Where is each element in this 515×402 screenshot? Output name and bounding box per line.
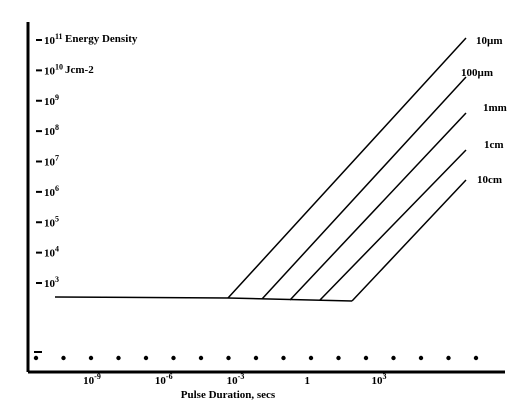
axis-dot: [171, 355, 176, 361]
axis-dot: [143, 355, 149, 361]
ylabel-line-2: Jcm-2: [65, 64, 94, 76]
y-tick-label: 1011: [44, 32, 63, 47]
axis-dot: [198, 355, 204, 361]
series-label: 1cm: [484, 139, 504, 151]
axis-dot: [61, 355, 66, 361]
y-tick-label: 105: [44, 214, 59, 229]
axis-dot: [391, 355, 396, 361]
y-tick-labels: 1011 1010 109 108 107 106 105 104 103: [34, 32, 63, 353]
ylabel-line-1: Energy Density: [65, 33, 138, 45]
axis-dot: [253, 355, 259, 361]
x-tick-label: 103: [372, 372, 387, 387]
baseline-line: [54, 296, 353, 302]
x-tick-labels: 10-9 10-6 10-3 1 103: [83, 372, 386, 387]
x-tick-label: 10-3: [227, 372, 245, 387]
axes: [26, 22, 505, 374]
series-line: [261, 76, 467, 300]
y-tick-label: 107: [44, 154, 59, 169]
series-lines: 10µm 100µm 1mm 1cm 10cm: [54, 35, 507, 302]
x-tick-label: 1: [305, 375, 311, 387]
y-tick-label: 1010: [44, 62, 63, 77]
y-tick-label: 103: [44, 275, 59, 290]
series-label: 100µm: [461, 67, 493, 79]
axis-dot: [33, 355, 39, 361]
axis-dot: [308, 355, 314, 361]
axis-dot: [363, 355, 369, 361]
x-axis-label: Pulse Duration, secs: [181, 389, 276, 401]
series-line: [289, 112, 467, 301]
series-label: 10µm: [476, 35, 503, 47]
series-line: [227, 37, 467, 299]
y-tick-label: 106: [44, 184, 59, 199]
y-tick-label: 104: [44, 245, 59, 260]
axis-dot: [473, 355, 479, 361]
series-label: 1mm: [483, 102, 507, 114]
series-line: [351, 179, 467, 302]
y-tick-label: 108: [44, 123, 59, 138]
axis-dot: [418, 355, 424, 361]
series-line: [319, 149, 467, 301]
x-tick-label: 10-9: [83, 372, 101, 387]
x-tick-label: 10-6: [155, 372, 173, 387]
series-label: 10cm: [477, 174, 502, 186]
axis-dot: [336, 355, 341, 361]
chart-labels: Energy Density Jcm-2 Pulse Duration, sec…: [65, 33, 276, 401]
axis-dot: [446, 355, 451, 361]
axis-dot: [116, 355, 121, 361]
y-tick-label: 109: [44, 93, 59, 108]
axis-dot: [226, 355, 231, 361]
axis-dot: [88, 355, 94, 361]
axis-dot: [281, 355, 286, 361]
